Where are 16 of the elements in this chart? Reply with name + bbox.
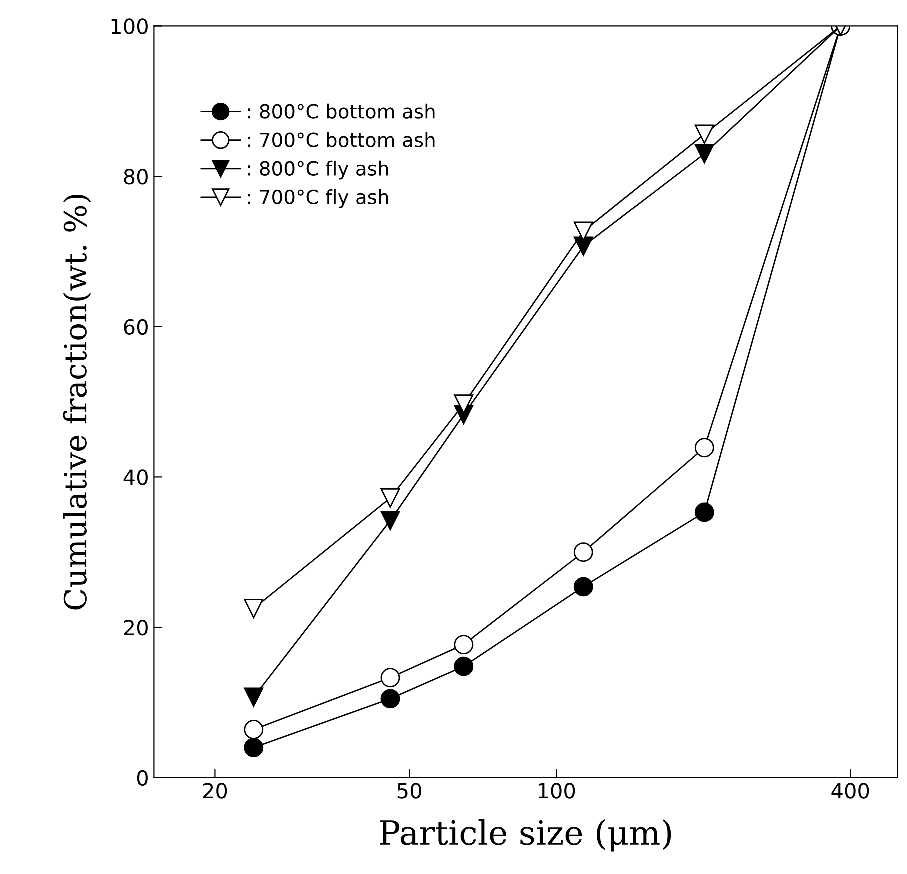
y-tick-label: 40: [124, 470, 148, 486]
y-tick-label: 0: [137, 770, 148, 786]
y-tick-label: 100: [112, 18, 148, 34]
x-tick-label: 100: [538, 783, 576, 799]
legend-label: : 800°C fly ash: [248, 160, 388, 180]
y-tick-label: 20: [124, 620, 148, 636]
legend-label: : 800°C bottom ash: [248, 104, 435, 119]
y-axis-title: Cumulative fraction(wt. %): [63, 195, 92, 610]
legend-label: : 700°C bottom ash: [248, 132, 435, 148]
x-tick-label: 400: [832, 783, 870, 799]
y-tick-label: 80: [124, 169, 148, 185]
y-tick-label: 60: [124, 319, 148, 336]
x-tick-label: 50: [398, 783, 422, 799]
x-axis-title: Particle size (μm): [380, 820, 672, 852]
x-tick-label: 20: [203, 783, 228, 799]
legend-label: : 700°C fly ash: [248, 189, 388, 208]
